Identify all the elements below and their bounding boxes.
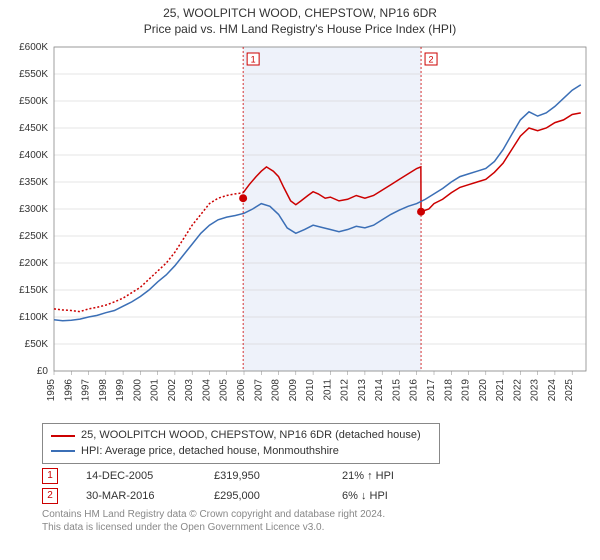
svg-text:2002: 2002 xyxy=(167,379,178,402)
footer: Contains HM Land Registry data © Crown c… xyxy=(42,508,592,534)
svg-text:1996: 1996 xyxy=(63,379,74,402)
svg-text:1998: 1998 xyxy=(98,379,109,402)
svg-text:2017: 2017 xyxy=(426,379,437,402)
svg-text:£100K: £100K xyxy=(19,312,48,323)
svg-text:2023: 2023 xyxy=(530,379,541,402)
svg-text:£50K: £50K xyxy=(25,339,49,350)
svg-text:2024: 2024 xyxy=(547,379,558,402)
svg-text:2019: 2019 xyxy=(461,379,472,402)
legend-swatch-2 xyxy=(51,450,75,452)
svg-text:1997: 1997 xyxy=(81,379,92,402)
legend-label-2: HPI: Average price, detached house, Monm… xyxy=(81,444,339,459)
legend-row-1: 25, WOOLPITCH WOOD, CHEPSTOW, NP16 6DR (… xyxy=(51,428,431,443)
svg-text:2013: 2013 xyxy=(357,379,368,402)
svg-text:1: 1 xyxy=(251,55,256,65)
svg-text:£400K: £400K xyxy=(19,150,48,161)
svg-text:2009: 2009 xyxy=(288,379,299,402)
svg-text:2015: 2015 xyxy=(391,379,402,402)
svg-text:2004: 2004 xyxy=(201,379,212,402)
svg-text:2005: 2005 xyxy=(219,379,230,402)
chart-plot: £0 £50K £100K £150K £200K £250K £300K £350K £400… xyxy=(8,41,592,417)
sale-pct: 6% ↓ HPI xyxy=(342,490,388,502)
svg-text:2010: 2010 xyxy=(305,379,316,402)
svg-text:2008: 2008 xyxy=(271,379,282,402)
sale-marker-1: 1 xyxy=(42,468,58,484)
sale-date: 30-MAR-2016 xyxy=(86,490,186,502)
svg-text:2006: 2006 xyxy=(236,379,247,402)
svg-text:£0: £0 xyxy=(37,366,49,377)
legend-row-2: HPI: Average price, detached house, Monm… xyxy=(51,444,431,459)
svg-text:£250K: £250K xyxy=(19,231,48,242)
sale-row-1: 1 14-DEC-2005 £319,950 21% ↑ HPI xyxy=(42,468,592,484)
svg-text:2014: 2014 xyxy=(374,379,385,402)
legend-swatch-1 xyxy=(51,435,75,437)
svg-text:2022: 2022 xyxy=(512,379,523,402)
svg-text:2011: 2011 xyxy=(322,379,333,401)
sale-date: 14-DEC-2005 xyxy=(86,470,186,482)
svg-text:2025: 2025 xyxy=(564,379,575,402)
footer-line-1: Contains HM Land Registry data © Crown c… xyxy=(42,508,592,521)
svg-text:2001: 2001 xyxy=(150,379,161,402)
svg-text:£150K: £150K xyxy=(19,285,48,296)
svg-text:£200K: £200K xyxy=(19,258,48,269)
svg-text:2020: 2020 xyxy=(478,379,489,402)
svg-text:1999: 1999 xyxy=(115,379,126,402)
legend: 25, WOOLPITCH WOOD, CHEPSTOW, NP16 6DR (… xyxy=(42,423,440,464)
svg-text:£450K: £450K xyxy=(19,123,48,134)
svg-text:2000: 2000 xyxy=(132,379,143,402)
svg-text:1995: 1995 xyxy=(46,379,57,402)
chart-title: 25, WOOLPITCH WOOD, CHEPSTOW, NP16 6DR xyxy=(8,6,592,22)
sale-marker-2: 2 xyxy=(42,488,58,504)
svg-text:£350K: £350K xyxy=(19,177,48,188)
svg-text:£600K: £600K xyxy=(19,42,48,53)
svg-text:2012: 2012 xyxy=(340,379,351,402)
footer-line-2: This data is licensed under the Open Gov… xyxy=(42,521,592,534)
svg-text:2016: 2016 xyxy=(409,379,420,402)
sale-pct: 21% ↑ HPI xyxy=(342,470,394,482)
svg-text:2: 2 xyxy=(429,55,434,65)
legend-label-1: 25, WOOLPITCH WOOD, CHEPSTOW, NP16 6DR (… xyxy=(81,428,421,443)
svg-text:2018: 2018 xyxy=(443,379,454,402)
sale-price: £319,950 xyxy=(214,470,314,482)
svg-text:£300K: £300K xyxy=(19,204,48,215)
svg-text:2003: 2003 xyxy=(184,379,195,402)
svg-text:£500K: £500K xyxy=(19,96,48,107)
sale-price: £295,000 xyxy=(214,490,314,502)
chart-subtitle: Price paid vs. HM Land Registry's House … xyxy=(8,22,592,38)
svg-text:£550K: £550K xyxy=(19,69,48,80)
svg-text:2007: 2007 xyxy=(253,379,264,402)
sale-row-2: 2 30-MAR-2016 £295,000 6% ↓ HPI xyxy=(42,488,592,504)
svg-text:2021: 2021 xyxy=(495,379,506,402)
